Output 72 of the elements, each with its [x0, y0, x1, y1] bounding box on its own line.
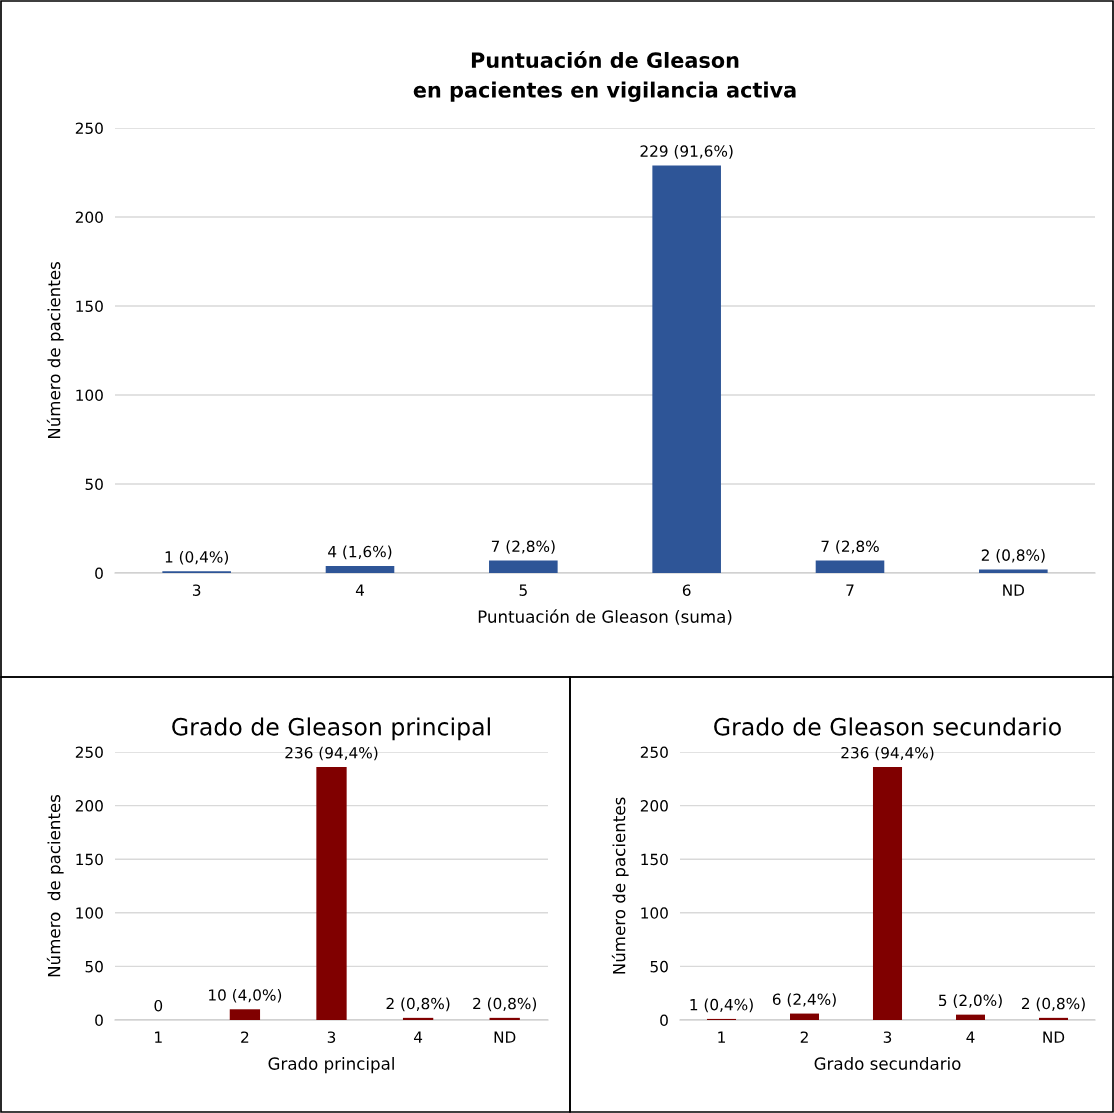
x-axis-title: Puntuación de Gleason (suma): [478, 609, 732, 625]
data-label: 4 (1,6%): [328, 545, 392, 560]
bar: [229, 1009, 261, 1020]
bar: [652, 165, 721, 573]
y-tick-label: 100: [76, 389, 103, 402]
data-label: 236 (94,4%): [285, 746, 378, 761]
x-tick-label: 1: [155, 1031, 162, 1043]
y-axis-title: Número de pacientes: [46, 262, 64, 439]
x-tick-label: 5: [519, 584, 527, 596]
data-label: 7 (2,8%): [491, 540, 555, 554]
x-tick-label: 1: [718, 1031, 725, 1043]
data-label: 1 (0,4%): [165, 550, 229, 565]
chart-title: Grado de Gleason principal: [172, 717, 490, 741]
y-tick-label: 250: [75, 122, 103, 135]
data-label: 10 (4,0%): [209, 988, 282, 1003]
x-tick-label: 2: [800, 1031, 808, 1043]
y-axis-title: Número de pacientes: [46, 794, 64, 977]
x-tick-label: 6: [682, 584, 691, 596]
y-tick-label: 200: [640, 800, 668, 812]
bar: [815, 560, 885, 573]
data-label: 236 (94,4%): [841, 746, 934, 761]
x-tick-label: 4: [355, 584, 364, 596]
y-tick-label: 50: [85, 478, 103, 491]
x-tick-label: ND: [1043, 1031, 1065, 1043]
x-tick-label: 4: [966, 1031, 975, 1043]
y-tick-label: 0: [660, 1014, 668, 1027]
chart-title: Grado de Gleason secundario: [714, 717, 1061, 736]
y-tick-label: 200: [75, 800, 103, 812]
y-tick-label: 0: [95, 567, 103, 580]
y-tick-label: 150: [76, 300, 103, 313]
y-tick-label: 50: [650, 960, 668, 973]
x-tick-label: 3: [327, 1031, 336, 1043]
x-tick-label: 3: [883, 1031, 892, 1043]
bar: [1038, 1017, 1069, 1020]
y-axis-title: Número de pacientes: [611, 797, 629, 974]
data-label: 6 (2,4%): [772, 993, 836, 1007]
bar: [489, 560, 558, 573]
y-tick-label: 250: [75, 746, 103, 759]
x-tick-label: ND: [494, 1031, 516, 1043]
data-label: 2 (0,8%): [1021, 997, 1085, 1012]
data-label: 2 (0,8%): [473, 997, 537, 1012]
data-label: 1 (0,4%): [690, 998, 753, 1013]
data-label: 7 (2,8%: [821, 540, 879, 554]
x-tick-label: 7: [846, 584, 854, 596]
bar: [955, 1014, 986, 1020]
bar: [789, 1013, 820, 1020]
y-tick-label: 100: [641, 907, 668, 919]
y-tick-label: 150: [641, 853, 668, 866]
y-tick-label: 50: [85, 960, 103, 973]
y-tick-label: 0: [95, 1014, 103, 1027]
x-tick-label: ND: [1003, 584, 1025, 596]
y-tick-label: 150: [76, 853, 103, 866]
y-tick-label: 100: [76, 907, 103, 919]
bar: [489, 1017, 520, 1020]
y-tick-label: 200: [75, 211, 103, 224]
bar: [316, 767, 347, 1020]
data-label: 229 (91,6%): [640, 145, 733, 159]
data-label: 2 (0,8%): [981, 549, 1045, 563]
x-axis-title: Grado principal: [268, 1057, 394, 1074]
data-label: 2 (0,8%): [386, 997, 450, 1012]
bar: [402, 1017, 434, 1020]
bar: [979, 569, 1048, 573]
bar: [872, 767, 903, 1020]
x-tick-label: 3: [192, 584, 201, 596]
x-axis-title: Grado secundario: [814, 1057, 961, 1070]
data-label: 0: [154, 999, 163, 1012]
bar: [325, 565, 395, 573]
x-tick-label: 4: [413, 1031, 423, 1043]
chart-title: Puntuación de Gleason en pacientes en vigilancia activa: [413, 51, 796, 102]
data-label: 5 (2,0%): [939, 994, 1002, 1008]
x-tick-label: 2: [241, 1031, 249, 1043]
y-tick-label: 250: [640, 746, 668, 759]
